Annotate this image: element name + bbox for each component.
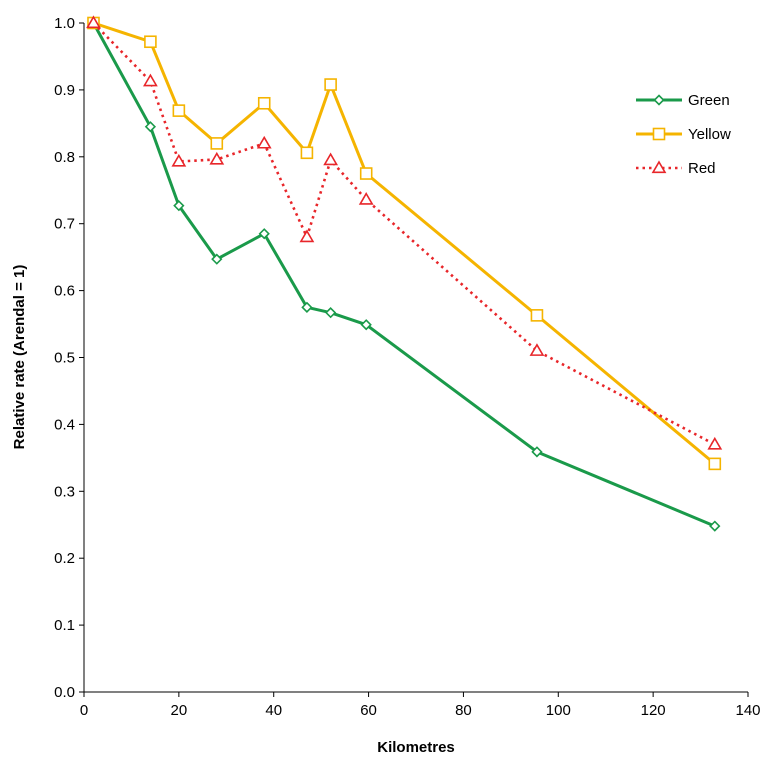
legend-item-red: Red xyxy=(636,160,716,177)
y-tick-label: 0.8 xyxy=(54,149,75,166)
data-point-red xyxy=(707,436,723,450)
data-point-red xyxy=(358,192,374,205)
x-tick-label: 40 xyxy=(265,702,282,719)
data-point-yellow xyxy=(530,309,544,322)
data-point-green xyxy=(211,253,223,265)
data-point-green xyxy=(531,446,543,458)
x-axis-title: Kilometres xyxy=(377,739,455,756)
data-point-green xyxy=(709,520,721,532)
data-point-green xyxy=(324,307,337,319)
data-point-red xyxy=(323,152,339,166)
x-tick-label: 60 xyxy=(360,702,377,719)
data-point-yellow xyxy=(210,137,224,150)
legend-label-red: Red xyxy=(688,160,716,177)
y-tick-label: 0.0 xyxy=(54,684,75,701)
y-tick-label: 0.7 xyxy=(54,216,75,233)
y-tick-label: 1.0 xyxy=(54,15,75,32)
y-tick-label: 0.9 xyxy=(54,82,75,99)
legend-label-yellow: Yellow xyxy=(688,126,731,143)
data-point-green xyxy=(173,200,185,212)
legend-marker-red xyxy=(651,160,667,174)
data-point-yellow xyxy=(300,146,314,160)
data-point-yellow xyxy=(144,35,157,49)
data-point-green xyxy=(301,301,313,313)
data-point-yellow xyxy=(172,104,186,117)
y-axis: 0.0 0.1 0.2 0.3 0.4 0.5 0.6 0.7 0.8 0.9 1.0 xyxy=(54,15,85,701)
series-green xyxy=(87,17,721,532)
data-point-red xyxy=(256,135,272,149)
legend-label-green: Green xyxy=(688,92,730,109)
data-point-yellow xyxy=(324,78,337,91)
y-tick-label: 0.3 xyxy=(54,483,75,500)
x-ticks: 0 20 40 60 80 100 120 140 xyxy=(80,692,761,719)
data-point-red xyxy=(86,15,101,29)
x-axis: 0 20 40 60 80 100 120 140 xyxy=(80,691,761,719)
y-tick-label: 0.1 xyxy=(54,617,75,634)
x-tick-label: 20 xyxy=(171,702,188,719)
x-tick-label: 80 xyxy=(455,702,472,719)
data-point-green xyxy=(258,228,270,240)
data-point-red xyxy=(529,343,545,356)
legend-marker-yellow xyxy=(652,127,666,141)
legend-item-green: Green xyxy=(636,92,730,109)
data-point-yellow xyxy=(708,457,722,471)
series-red xyxy=(86,15,723,450)
data-point-green xyxy=(360,319,372,331)
legend: Green Yellow Red xyxy=(636,92,731,177)
y-tick-label: 0.5 xyxy=(54,350,75,367)
legend-item-yellow: Yellow xyxy=(636,126,731,143)
y-ticks: 0.0 0.1 0.2 0.3 0.4 0.5 0.6 0.7 0.8 0.9 1.0 xyxy=(54,15,84,701)
x-tick-label: 0 xyxy=(80,702,88,719)
series-line-green xyxy=(92,22,716,528)
x-tick-label: 120 xyxy=(641,702,666,719)
data-point-red xyxy=(209,151,225,165)
data-point-yellow xyxy=(359,167,373,180)
x-tick-label: 100 xyxy=(546,702,571,719)
y-axis-title: Relative rate (Arendal = 1) xyxy=(11,265,28,450)
data-point-red xyxy=(299,229,315,243)
series-line-red xyxy=(92,22,716,446)
y-tick-label: 0.6 xyxy=(54,283,75,300)
x-tick-label: 140 xyxy=(735,702,760,719)
y-tick-label: 0.2 xyxy=(54,550,75,567)
data-point-red xyxy=(143,73,158,87)
y-tick-label: 0.4 xyxy=(54,416,75,433)
legend-marker-green xyxy=(653,94,665,106)
data-point-green xyxy=(144,121,157,133)
plot-series xyxy=(86,15,723,532)
data-point-red xyxy=(171,153,187,167)
data-point-yellow xyxy=(257,96,271,110)
series-line-yellow xyxy=(93,21,716,466)
series-yellow xyxy=(87,16,722,471)
